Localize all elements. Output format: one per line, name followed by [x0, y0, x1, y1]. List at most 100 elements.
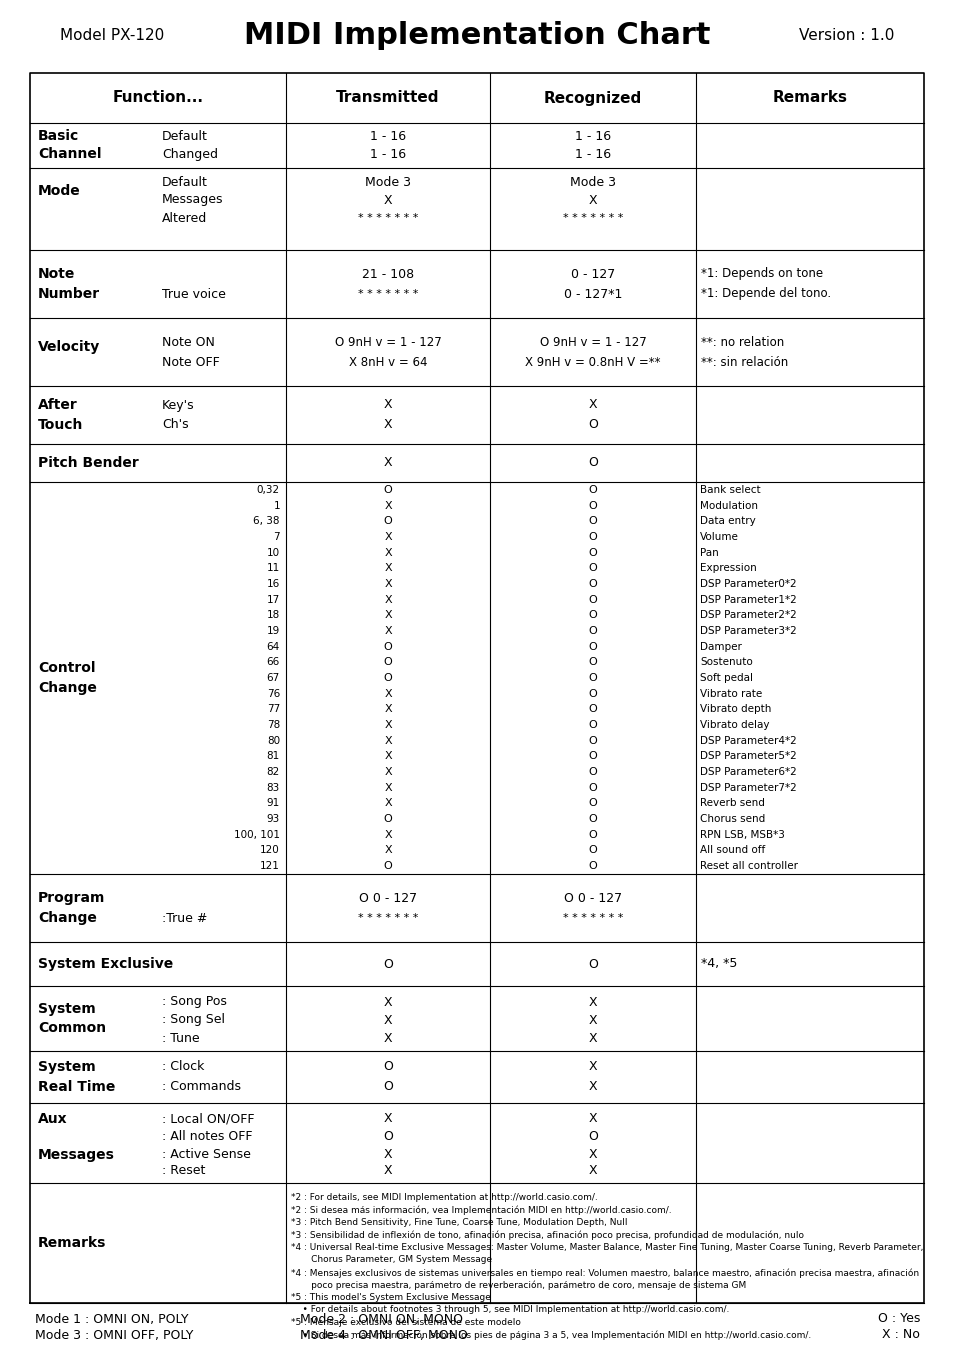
Text: Key's: Key's	[162, 399, 194, 412]
Text: O: O	[588, 751, 597, 762]
Text: Soft pedal: Soft pedal	[700, 673, 752, 684]
Text: Modulation: Modulation	[700, 500, 758, 511]
Text: 0,32: 0,32	[256, 485, 280, 494]
Text: Default: Default	[162, 176, 208, 189]
Text: 10: 10	[267, 547, 280, 558]
Text: RPN LSB, MSB*3: RPN LSB, MSB*3	[700, 830, 784, 840]
Text: 1 - 16: 1 - 16	[575, 149, 611, 161]
Text: O: O	[588, 580, 597, 589]
Text: X: X	[588, 996, 597, 1008]
Text: Messages: Messages	[162, 193, 223, 207]
Text: Touch: Touch	[38, 417, 83, 432]
Text: * * * * * * *: * * * * * * *	[562, 913, 622, 923]
Text: Mode 2 : OMNI ON, MONO: Mode 2 : OMNI ON, MONO	[299, 1313, 462, 1325]
Text: X: X	[588, 1032, 597, 1044]
Text: 0 - 127: 0 - 127	[570, 267, 615, 281]
Text: O: O	[588, 673, 597, 684]
Text: Mode 3 : OMNI OFF, POLY: Mode 3 : OMNI OFF, POLY	[35, 1328, 193, 1342]
Text: X: X	[384, 611, 392, 620]
Text: X: X	[383, 1032, 392, 1044]
Text: X: X	[384, 767, 392, 777]
Text: Pitch Bender: Pitch Bender	[38, 457, 138, 470]
Text: Remarks: Remarks	[772, 91, 846, 105]
Text: : Tune: : Tune	[162, 1032, 199, 1044]
Text: O: O	[588, 516, 597, 526]
Text: *4, *5: *4, *5	[700, 958, 737, 970]
Text: 66: 66	[267, 658, 280, 667]
Text: : Commands: : Commands	[162, 1081, 241, 1093]
Text: O: O	[588, 532, 597, 542]
Text: poco precisa maestra, parámetro de reverberación, parámetro de coro, mensaje de : poco precisa maestra, parámetro de rever…	[291, 1281, 745, 1290]
Text: X: X	[383, 1013, 392, 1027]
Text: X: X	[384, 500, 392, 511]
Text: O: O	[588, 782, 597, 793]
Text: Ch's: Ch's	[162, 419, 189, 431]
Text: O: O	[588, 500, 597, 511]
Text: O: O	[588, 704, 597, 715]
Text: 64: 64	[267, 642, 280, 651]
Text: O: O	[383, 516, 392, 526]
Text: O: O	[383, 1081, 393, 1093]
Text: X: X	[384, 563, 392, 573]
Text: : All notes OFF: : All notes OFF	[162, 1131, 253, 1143]
Text: O: O	[588, 830, 597, 840]
Text: DSP Parameter5*2: DSP Parameter5*2	[700, 751, 796, 762]
Text: 7: 7	[274, 532, 280, 542]
Text: Mode 3: Mode 3	[365, 176, 411, 189]
Text: X: X	[384, 626, 392, 636]
Text: Pan: Pan	[700, 547, 718, 558]
Text: Program: Program	[38, 892, 105, 905]
Text: * * * * * * *: * * * * * * *	[357, 289, 417, 299]
Text: Vibrato depth: Vibrato depth	[700, 704, 771, 715]
Text: 1 - 16: 1 - 16	[370, 149, 406, 161]
Text: MIDI Implementation Chart: MIDI Implementation Chart	[244, 22, 709, 50]
Text: Function...: Function...	[112, 91, 203, 105]
Text: Changed: Changed	[162, 149, 218, 161]
Text: Number: Number	[38, 286, 100, 301]
Text: O : Yes: O : Yes	[877, 1313, 919, 1325]
Text: 77: 77	[267, 704, 280, 715]
Text: X: X	[588, 399, 597, 412]
Text: 80: 80	[267, 736, 280, 746]
Text: Bank select: Bank select	[700, 485, 760, 494]
Text: DSP Parameter0*2: DSP Parameter0*2	[700, 580, 796, 589]
Text: Version : 1.0: Version : 1.0	[798, 28, 893, 43]
Text: O 0 - 127: O 0 - 127	[358, 892, 416, 905]
Text: * * * * * * *: * * * * * * *	[357, 913, 417, 923]
Text: X: X	[383, 996, 392, 1008]
Text: 1: 1	[274, 500, 280, 511]
Text: X: X	[383, 1112, 392, 1125]
Text: Expression: Expression	[700, 563, 756, 573]
Text: Damper: Damper	[700, 642, 741, 651]
Text: 93: 93	[267, 815, 280, 824]
Text: 82: 82	[267, 767, 280, 777]
Text: *2 : Si desea más información, vea Implementación MIDI en http://world.casio.com: *2 : Si desea más información, vea Imple…	[291, 1205, 671, 1215]
Text: Aux: Aux	[38, 1112, 68, 1125]
Text: Data entry: Data entry	[700, 516, 755, 526]
Text: O: O	[588, 720, 597, 730]
Text: Mode 1 : OMNI ON, POLY: Mode 1 : OMNI ON, POLY	[35, 1313, 189, 1325]
Text: Real Time: Real Time	[38, 1079, 115, 1094]
Text: Change: Change	[38, 681, 97, 694]
Text: O: O	[588, 563, 597, 573]
Text: **: sin relación: **: sin relación	[700, 355, 787, 369]
Text: X: X	[588, 1061, 597, 1074]
Text: Channel: Channel	[38, 147, 101, 162]
Text: After: After	[38, 399, 77, 412]
Text: *1: Depends on tone: *1: Depends on tone	[700, 267, 822, 281]
Text: *1: Depende del tono.: *1: Depende del tono.	[700, 288, 830, 300]
Text: X: X	[384, 689, 392, 698]
Text: O: O	[588, 658, 597, 667]
Text: : Local ON/OFF: : Local ON/OFF	[162, 1112, 254, 1125]
Text: Transmitted: Transmitted	[335, 91, 439, 105]
Text: O: O	[587, 1131, 598, 1143]
Text: X: X	[383, 1148, 392, 1162]
Text: 81: 81	[267, 751, 280, 762]
Text: 17: 17	[267, 594, 280, 605]
Text: Reverb send: Reverb send	[700, 798, 764, 808]
Text: 100, 101: 100, 101	[233, 830, 280, 840]
Text: X: X	[588, 1013, 597, 1027]
Text: *5 : This model's System Exclusive Message: *5 : This model's System Exclusive Messa…	[291, 1293, 491, 1302]
Text: DSP Parameter6*2: DSP Parameter6*2	[700, 767, 796, 777]
Text: X: X	[383, 419, 392, 431]
